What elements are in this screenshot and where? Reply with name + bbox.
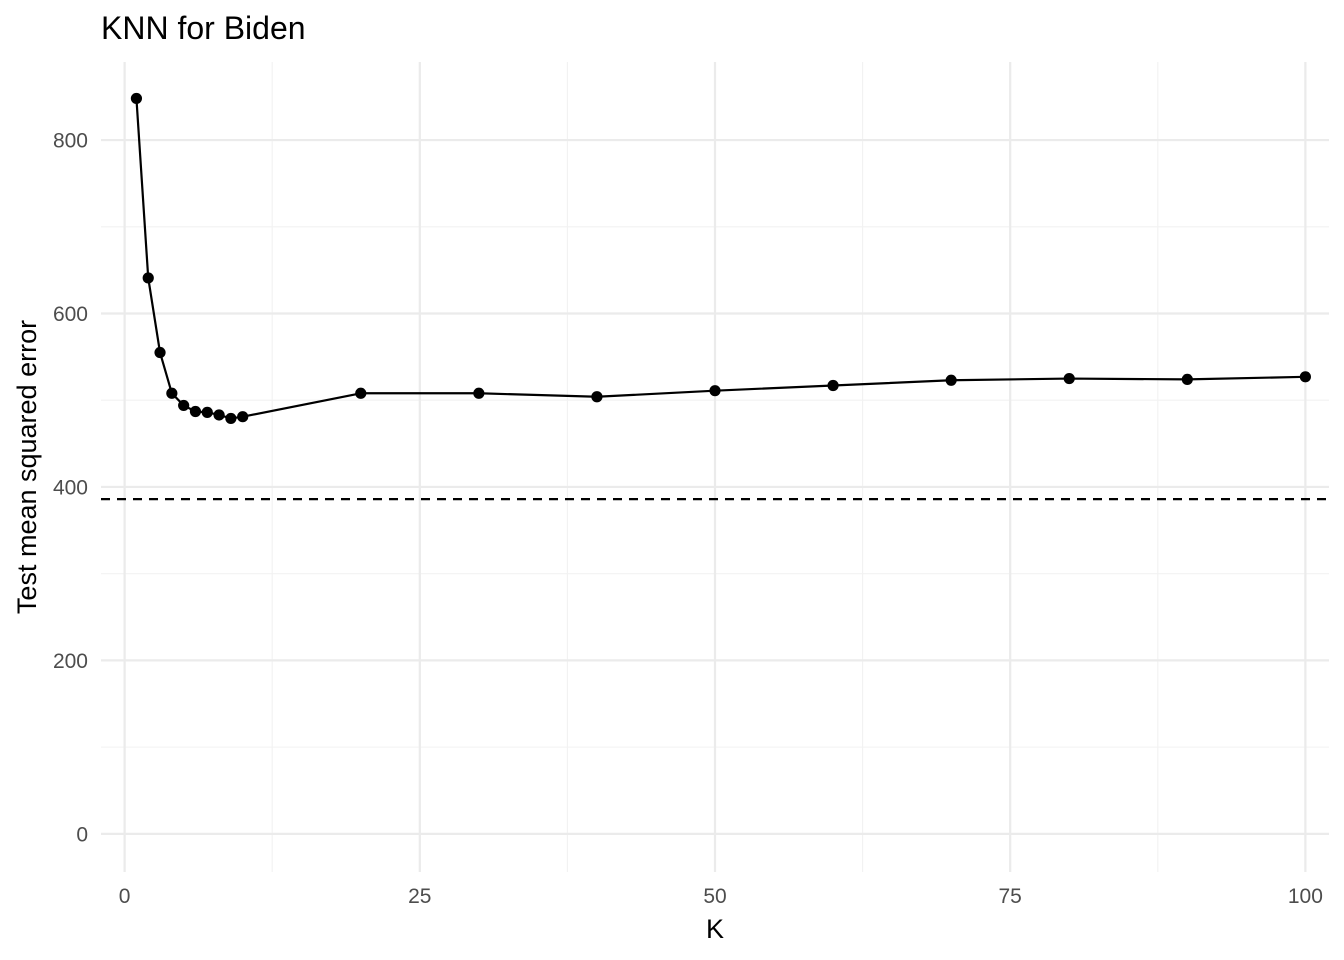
data-point xyxy=(142,272,154,284)
y-tick-label: 600 xyxy=(53,303,88,326)
data-point xyxy=(591,391,603,403)
data-point xyxy=(178,399,190,412)
x-tick-labels: 0 25 50 75 100 xyxy=(119,885,1323,908)
data-point xyxy=(1299,371,1311,383)
y-tick-label: 400 xyxy=(53,476,88,499)
series-points xyxy=(130,92,1311,425)
y-tick-label: 0 xyxy=(76,823,88,846)
chart-title: KNN for Biden xyxy=(101,10,306,46)
data-point xyxy=(201,406,213,418)
data-point xyxy=(130,92,143,105)
series-lines xyxy=(135,98,1306,420)
data-point xyxy=(473,387,485,399)
y-axis-title: Test mean squared error xyxy=(12,320,42,614)
data-point xyxy=(213,409,225,421)
data-point xyxy=(1063,372,1075,385)
x-tick-label: 50 xyxy=(703,885,726,908)
y-tick-label: 200 xyxy=(53,650,88,673)
series-line xyxy=(135,98,1306,420)
data-point xyxy=(225,412,237,425)
data-point xyxy=(154,346,166,359)
data-point xyxy=(237,411,249,423)
x-tick-label: 75 xyxy=(999,885,1022,908)
data-point xyxy=(827,379,839,392)
y-tick-labels: 0 200 400 600 800 xyxy=(53,130,88,847)
y-tick-label: 800 xyxy=(53,130,88,153)
x-tick-label: 100 xyxy=(1288,885,1323,908)
x-axis-title: K xyxy=(706,914,724,944)
data-point xyxy=(189,405,202,418)
data-point xyxy=(1181,373,1193,386)
data-point xyxy=(945,374,957,386)
x-tick-label: 0 xyxy=(119,885,131,908)
data-point xyxy=(709,385,721,397)
data-point xyxy=(166,387,178,399)
major-gridlines xyxy=(101,62,1329,872)
data-point xyxy=(355,387,367,399)
x-tick-label: 25 xyxy=(408,885,431,908)
